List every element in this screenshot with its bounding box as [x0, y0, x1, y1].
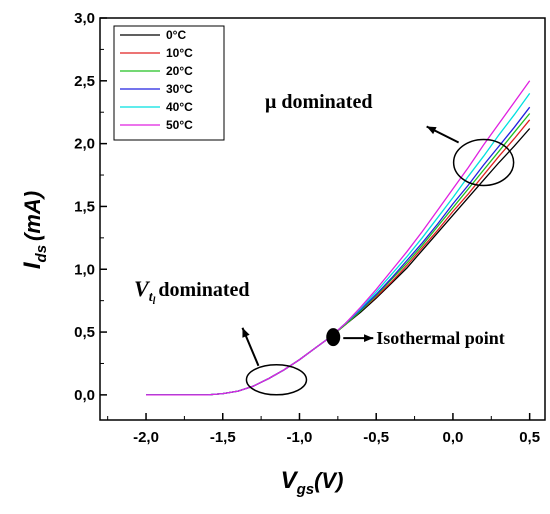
- y-tick-label: 1,0: [74, 261, 95, 278]
- y-axis-title-unit: (mA): [20, 191, 45, 241]
- y-tick-label: 3,0: [74, 10, 95, 27]
- vt-subsubscript: l: [153, 296, 156, 307]
- legend-label: 50°C: [166, 118, 193, 132]
- series-line: [146, 113, 531, 396]
- legend: 0°C 10°C 20°C 30°C 40°C 50°C: [113, 25, 225, 141]
- isothermal-point-marker: [326, 328, 341, 347]
- x-tick-label: -2,0: [133, 429, 159, 446]
- plot-frame: [99, 17, 546, 421]
- x-axis-title: Vgs(V): [281, 467, 344, 498]
- legend-label: 0°C: [166, 28, 186, 42]
- series-line: [146, 80, 531, 396]
- y-tick-label: 2,5: [74, 73, 95, 90]
- x-tick-label: -1,5: [210, 429, 236, 446]
- legend-label: 30°C: [166, 82, 193, 96]
- arrow-head: [364, 334, 374, 342]
- isothermal-point-label: Isothermal point: [376, 328, 505, 348]
- annotations: μ dominated Vtldominated Isothermal point: [134, 91, 515, 396]
- y-axis-title-main: I: [19, 261, 46, 269]
- x-axis-title-sub: gs: [296, 481, 315, 498]
- mu-dominated-label: μ dominated: [265, 91, 372, 113]
- legend-label: 10°C: [166, 46, 193, 60]
- series-line: [146, 128, 531, 396]
- y-tick-label: 2,0: [74, 136, 95, 153]
- arrow-head: [242, 327, 250, 338]
- x-axis: -2,0 -1,5 -1,0 -0,5 0,0 0,5: [107, 413, 540, 446]
- x-tick-label: 0,5: [519, 429, 540, 446]
- vt-symbol: V: [134, 276, 151, 301]
- series-lines: [146, 80, 531, 396]
- y-tick-label: 0,0: [74, 387, 95, 404]
- x-axis-title-unit: (V): [314, 468, 343, 493]
- legend-box: [113, 25, 225, 141]
- y-tick-label: 1,5: [74, 198, 95, 215]
- arrow-head: [426, 126, 437, 135]
- vt-region-ellipse: [245, 364, 308, 396]
- series-line: [146, 106, 531, 396]
- y-axis: 0,0 0,5 1,0 1,5 2,0 2,5 3,0: [74, 10, 107, 404]
- mu-region-ellipse: [452, 138, 515, 187]
- plot-area: -2,0 -1,5 -1,0 -0,5 0,0 0,5 0,0 0,5 1,0 1,5 2,0 2,…: [74, 10, 546, 446]
- legend-label: 20°C: [166, 64, 193, 78]
- x-tick-label: 0,0: [443, 429, 464, 446]
- x-tick-label: -0,5: [363, 429, 389, 446]
- y-axis-title: Ids (mA): [19, 191, 50, 269]
- vt-dominated-label: Vtldominated: [134, 276, 249, 307]
- vt-dominated-text: dominated: [158, 279, 249, 301]
- x-tick-label: -1,0: [287, 429, 313, 446]
- vt-subscript: t: [149, 290, 154, 305]
- legend-label: 40°C: [166, 100, 193, 114]
- x-axis-title-main: V: [281, 467, 299, 494]
- y-tick-label: 0,5: [74, 324, 95, 341]
- y-axis-title-sub: ds: [33, 245, 50, 263]
